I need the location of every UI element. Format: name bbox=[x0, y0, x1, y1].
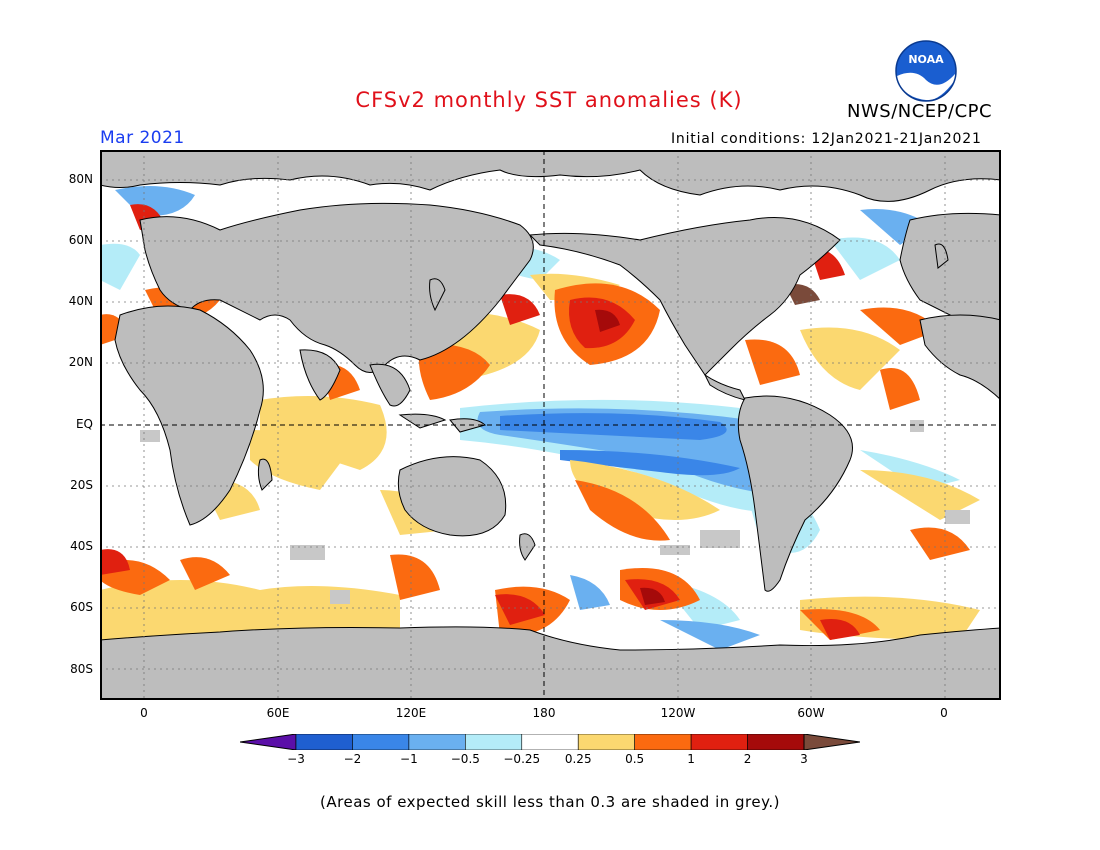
sst-anomaly-map bbox=[100, 150, 1001, 700]
colorbar-tick-label: 1 bbox=[687, 752, 695, 766]
colorbar-segment bbox=[803, 733, 861, 751]
lat-label-60n: 60N bbox=[68, 233, 93, 247]
colorbar-segment bbox=[239, 733, 297, 751]
continents bbox=[100, 150, 1001, 700]
colorbar-segment bbox=[577, 733, 635, 751]
colorbar-segment bbox=[634, 733, 692, 751]
colorbar-segment bbox=[690, 733, 748, 751]
chart-title: CFSv2 monthly SST anomalies (K) bbox=[355, 88, 743, 112]
lat-label-60s: 60S bbox=[70, 600, 93, 614]
lat-label-40s: 40S bbox=[70, 539, 93, 553]
colorbar bbox=[239, 733, 861, 751]
graticule bbox=[100, 150, 1001, 700]
lat-label-80s: 80S bbox=[70, 662, 93, 676]
colorbar-tick-label: 2 bbox=[743, 752, 752, 766]
noaa-logo: NOAA bbox=[895, 40, 957, 102]
skill-footnote: (Areas of expected skill less than 0.3 a… bbox=[320, 793, 780, 811]
colorbar-segment bbox=[747, 733, 805, 751]
colorbar-segment bbox=[352, 733, 410, 751]
colorbar-segment bbox=[295, 733, 353, 751]
equator-dateline bbox=[100, 150, 1001, 700]
lat-label-40n: 40N bbox=[68, 294, 93, 308]
lat-label-20n: 20N bbox=[68, 355, 93, 369]
colorbar-tick-label: −0.5 bbox=[450, 752, 480, 766]
colorbar-tick-label: −2 bbox=[343, 752, 362, 766]
colorbar-tick-label: 0.25 bbox=[564, 752, 592, 766]
lon-label-180: 180 bbox=[532, 706, 556, 720]
colorbar-tick-label: 3 bbox=[800, 752, 808, 766]
colorbar-tick-label: −3 bbox=[287, 752, 305, 766]
lat-label-eq: EQ bbox=[75, 417, 93, 431]
colorbar-tick-label: −0.25 bbox=[503, 752, 541, 766]
colorbar-segment bbox=[521, 733, 579, 751]
valid-month: Mar 2021 bbox=[100, 128, 185, 148]
agency-label: NWS/NCEP/CPC bbox=[847, 101, 993, 122]
low-skill-grey-areas bbox=[140, 420, 970, 604]
lon-label-60e: 60E bbox=[266, 706, 290, 720]
lat-label-80n: 80N bbox=[68, 172, 93, 186]
logo-text: NOAA bbox=[908, 53, 944, 66]
colorbar-tick-label: 0.5 bbox=[625, 752, 645, 766]
lon-label-120w: 120W bbox=[660, 706, 696, 720]
colorbar-tick-label: −1 bbox=[400, 752, 418, 766]
colorbar-segment bbox=[408, 733, 466, 751]
lat-label-20s: 20S bbox=[70, 478, 93, 492]
initial-conditions: Initial conditions: 12Jan2021-21Jan2021 bbox=[671, 131, 982, 147]
lon-label-0: 0 bbox=[140, 706, 148, 720]
lon-label-60w: 60W bbox=[797, 706, 825, 720]
lon-label-120e: 120E bbox=[395, 706, 427, 720]
lon-label-0-right: 0 bbox=[940, 706, 948, 720]
colorbar-segment bbox=[465, 733, 523, 751]
anomaly-very-strong-warm-regions bbox=[595, 309, 665, 605]
